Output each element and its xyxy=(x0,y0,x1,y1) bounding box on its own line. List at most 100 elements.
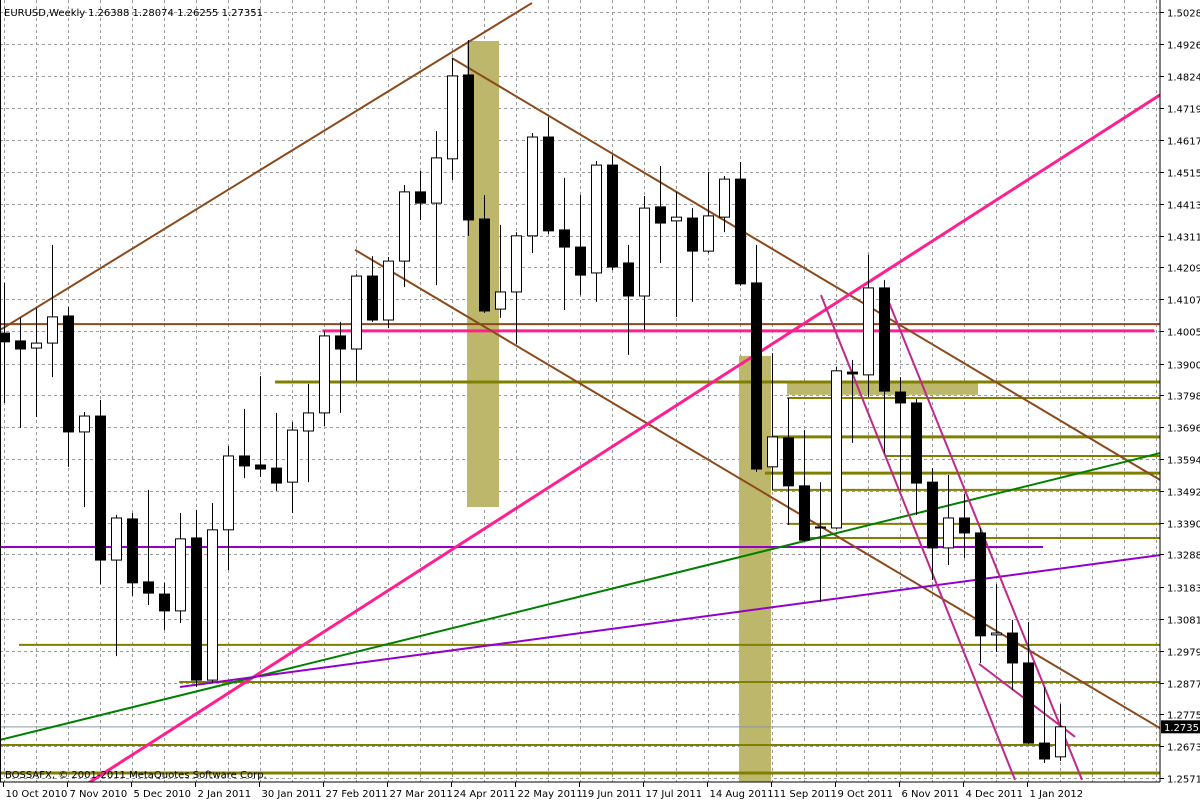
x-tick-label: 1 Jan 2012 xyxy=(1030,789,1084,800)
y-tick-label: 1.28770 xyxy=(1167,680,1200,691)
candle xyxy=(1023,622,1034,745)
candle-body-bullish xyxy=(671,216,682,222)
current-price-background xyxy=(1161,720,1200,734)
candle-body-bullish xyxy=(223,455,234,531)
candle xyxy=(959,493,970,558)
y-tick-label: 1.33900 xyxy=(1167,520,1200,531)
candle-body-bearish xyxy=(783,437,794,487)
purple-line-trendline[interactable] xyxy=(179,554,1160,688)
time-axis[interactable]: 10 Oct 2010 7 Nov 2010 5 Dec 2010 2 Jan 201… xyxy=(3,782,1084,800)
x-tick-label: 24 Apr 2011 xyxy=(454,789,516,800)
candle-body-bullish xyxy=(79,415,90,433)
candle xyxy=(655,166,666,263)
candle xyxy=(79,411,90,508)
candle-body-bullish xyxy=(447,75,458,160)
candle-body-bullish xyxy=(383,260,394,321)
candle-body-bullish xyxy=(111,517,122,561)
x-tick-label: 17 Jul 2011 xyxy=(646,789,703,800)
candle xyxy=(495,224,506,318)
magenta-line-trendline[interactable] xyxy=(820,294,1016,781)
candle-body-bullish xyxy=(495,291,506,310)
candle xyxy=(815,482,826,602)
x-tick-label: 10 Oct 2010 xyxy=(6,789,68,800)
candle xyxy=(607,155,618,271)
x-tick-label: 19 Jun 2011 xyxy=(582,789,642,800)
candle-body-bullish xyxy=(591,164,602,274)
candle-body-bearish xyxy=(159,593,170,612)
candle-body-bullish xyxy=(47,316,58,344)
candle xyxy=(47,244,58,378)
candle-body-bullish xyxy=(319,335,330,414)
candle xyxy=(383,257,394,329)
candle-body-bearish xyxy=(15,340,26,350)
candle-body-bearish xyxy=(735,178,746,285)
x-tick-label: 27 Feb 2011 xyxy=(326,789,388,800)
candle-body-bearish xyxy=(143,581,154,594)
candle-body-bearish xyxy=(463,74,474,221)
copyright-text: BOSSAFX, © 2001-2011 MetaQuotes Software… xyxy=(5,770,267,781)
candle-body-bearish xyxy=(815,526,826,529)
candle-body-bearish xyxy=(543,136,554,232)
candle xyxy=(991,584,1002,653)
y-tick-label: 1.41070 xyxy=(1167,296,1200,307)
y-tick-label: 1.49260 xyxy=(1167,41,1200,52)
candle xyxy=(767,353,778,490)
price-axis[interactable]: 1.50280 1.49260 1.48240 1.47190 1.46170 1.451… xyxy=(1160,9,1200,786)
candle-body-bullish xyxy=(175,538,186,612)
x-tick-label: 30 Jan 2011 xyxy=(262,789,322,800)
candle-body-bullish xyxy=(767,436,778,468)
candle-body-bearish xyxy=(879,287,890,392)
grid xyxy=(0,0,1160,782)
y-tick-label: 1.31830 xyxy=(1167,584,1200,595)
candle xyxy=(591,161,602,302)
candle xyxy=(1007,619,1018,691)
candle-body-bearish xyxy=(127,518,138,584)
brown-line-trendline[interactable] xyxy=(451,57,1160,481)
candle-body-bullish xyxy=(527,136,538,237)
candle xyxy=(575,195,586,296)
candle xyxy=(175,512,186,624)
chart-symbol-period: EURUSD,Weekly xyxy=(4,8,85,19)
candle xyxy=(831,367,842,529)
brown-line-trendline[interactable] xyxy=(0,2,533,331)
plot-area[interactable] xyxy=(0,2,1160,795)
y-tick-label: 1.43110 xyxy=(1167,233,1200,244)
y-tick-label: 1.35940 xyxy=(1167,456,1200,467)
candle xyxy=(207,503,218,683)
candle-body-bearish xyxy=(911,402,922,484)
y-tick-label: 1.45150 xyxy=(1167,169,1200,180)
candle-body-bearish xyxy=(479,218,490,312)
candle xyxy=(239,408,250,479)
green-line-trendline[interactable] xyxy=(0,452,1160,741)
candle xyxy=(415,170,426,220)
candle xyxy=(783,397,794,525)
candle xyxy=(975,527,986,663)
y-tick-label: 1.34920 xyxy=(1167,488,1200,499)
y-tick-label: 1.44130 xyxy=(1167,201,1200,212)
candle xyxy=(31,307,42,417)
x-tick-label: 27 Mar 2011 xyxy=(390,789,453,800)
candle-body-bearish xyxy=(95,415,106,561)
candle xyxy=(447,58,458,181)
candle-body-bearish xyxy=(191,537,202,681)
candle xyxy=(623,244,634,355)
candle xyxy=(255,376,266,477)
candle xyxy=(271,412,282,491)
candle xyxy=(927,468,938,581)
brown-line-trendline[interactable] xyxy=(354,249,1160,729)
candle-body-bearish xyxy=(607,164,618,268)
candle xyxy=(303,383,314,483)
candle-body-bearish xyxy=(1039,742,1050,760)
candle-body-bearish xyxy=(271,467,282,484)
candle-body-bearish xyxy=(799,485,810,541)
y-tick-label: 1.46170 xyxy=(1167,137,1200,148)
y-tick-label: 1.25710 xyxy=(1167,775,1200,786)
candle xyxy=(527,132,538,253)
x-tick-label: 4 Dec 2011 xyxy=(966,789,1024,800)
candle-body-bearish xyxy=(847,371,858,375)
candle xyxy=(111,514,122,657)
y-tick-label: 1.50280 xyxy=(1167,9,1200,20)
x-tick-label: 14 Aug 2011 xyxy=(710,789,774,800)
candle xyxy=(351,273,362,382)
